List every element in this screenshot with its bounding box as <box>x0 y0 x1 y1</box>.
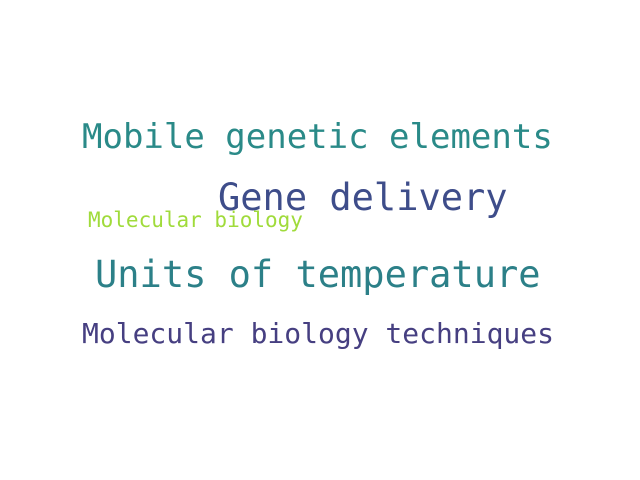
word-molecular-biology-techniques: Molecular biology techniques <box>82 317 555 350</box>
word-molecular-biology: Molecular biology <box>88 208 303 232</box>
word-mobile-genetic-elements: Mobile genetic elements <box>82 117 553 157</box>
word-units-of-temperature: Units of temperature <box>95 253 541 296</box>
word-gene-delivery: Gene delivery <box>218 176 508 219</box>
